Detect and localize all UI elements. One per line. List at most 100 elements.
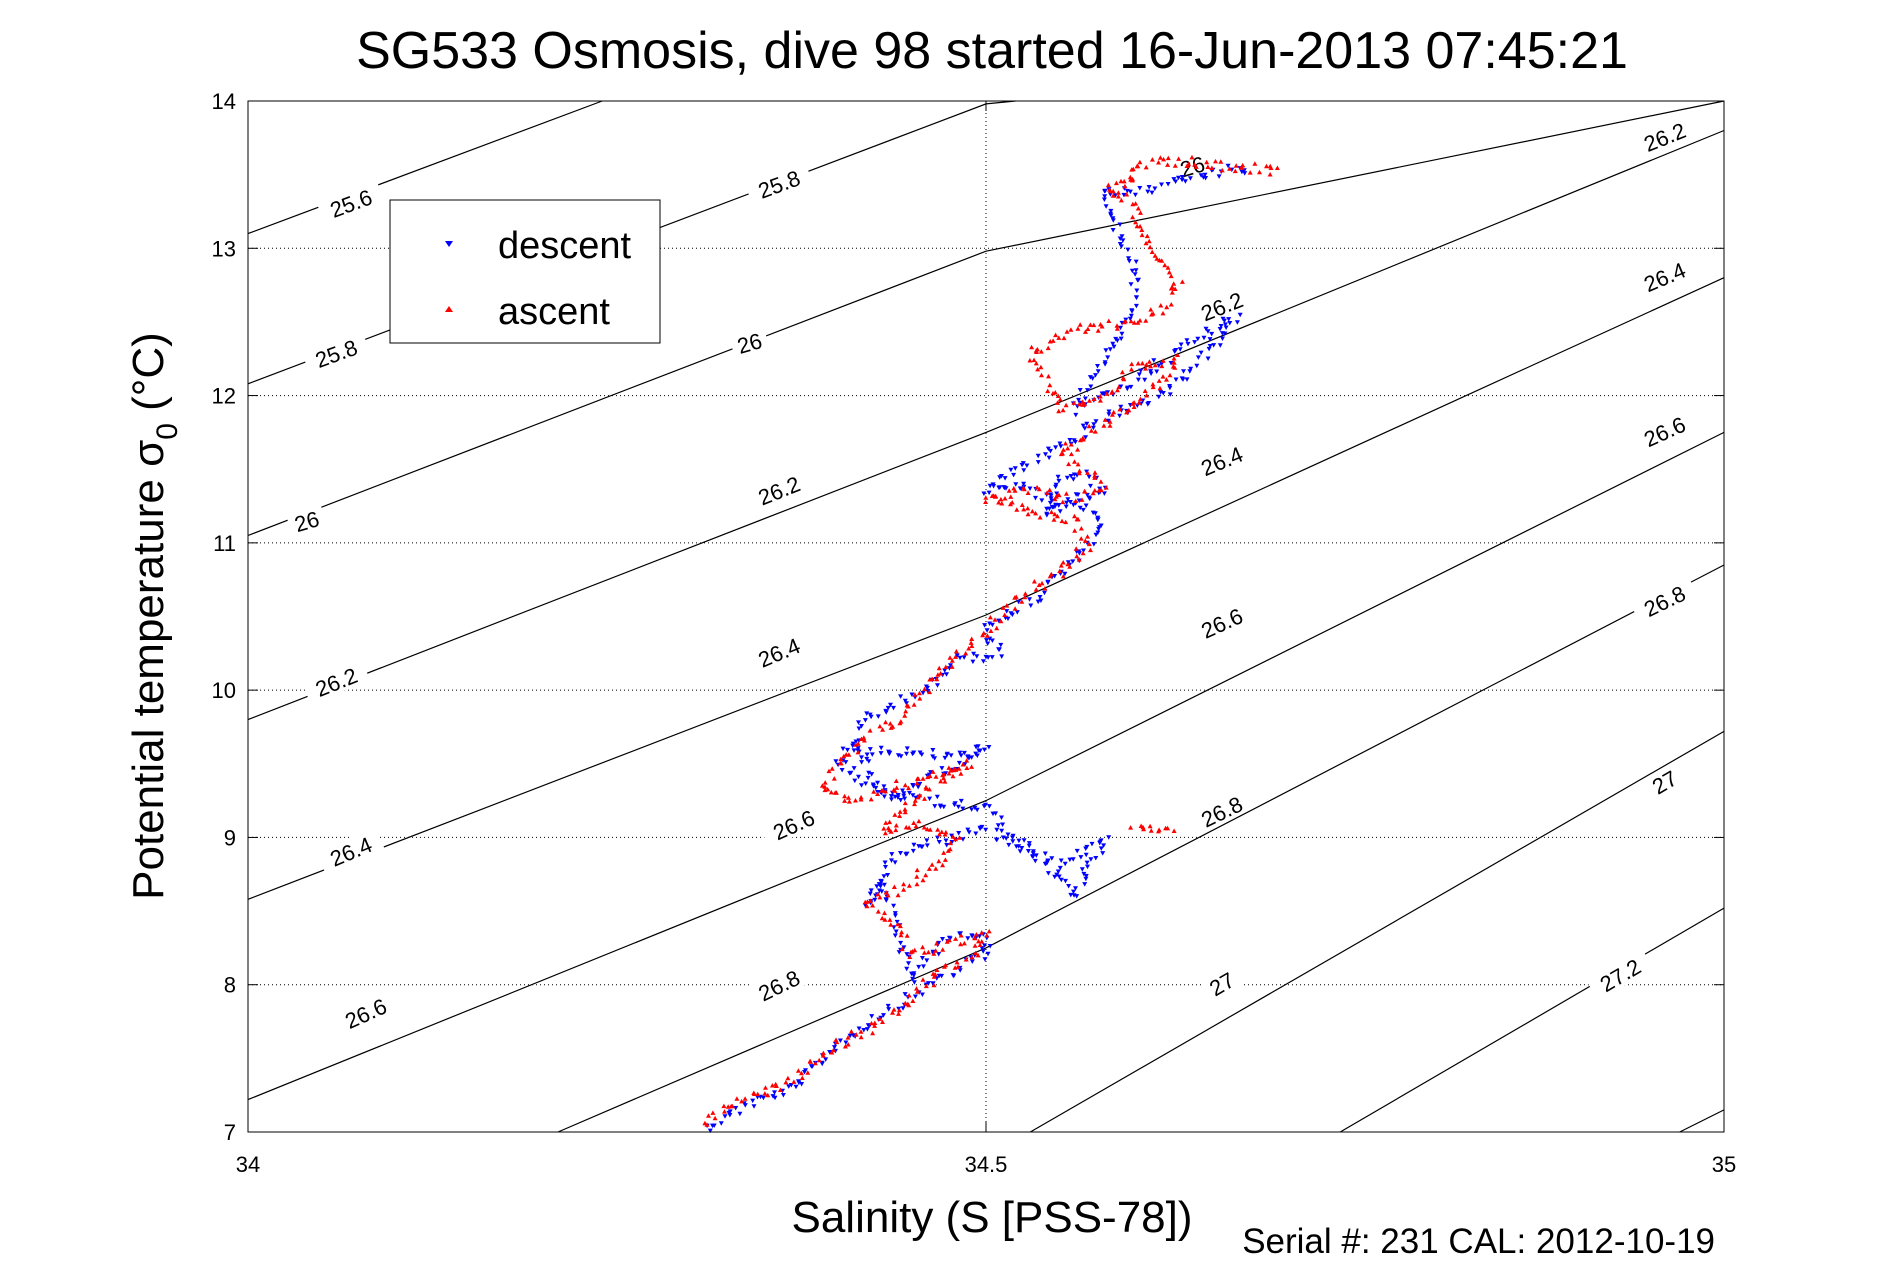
data-point-ascent — [1141, 826, 1147, 832]
data-point-ascent — [964, 758, 970, 763]
contour-label-bg — [1187, 436, 1256, 484]
data-point-descent — [1211, 343, 1217, 348]
data-point-ascent — [891, 1007, 897, 1012]
data-point-ascent — [1034, 346, 1040, 352]
data-point-ascent — [1002, 496, 1008, 501]
data-point-ascent — [957, 835, 962, 840]
data-point-descent — [856, 774, 861, 780]
data-point-descent — [1080, 507, 1086, 513]
data-point-descent — [865, 775, 871, 781]
data-point-descent — [982, 943, 988, 948]
data-point-ascent — [734, 1096, 740, 1101]
data-point-descent — [939, 766, 945, 771]
x-axis-ticks: 34 34.5 35 — [236, 101, 1736, 1177]
data-point-descent — [944, 672, 949, 677]
data-point-ascent — [880, 1019, 885, 1024]
data-point-descent — [958, 931, 963, 936]
data-point-descent — [889, 797, 894, 802]
data-point-descent — [832, 1045, 837, 1050]
data-point-descent — [1014, 610, 1020, 615]
data-point-descent — [1075, 492, 1081, 498]
data-point-descent — [977, 748, 983, 753]
data-point-descent — [1085, 864, 1090, 870]
data-point-ascent — [986, 928, 992, 934]
data-point-descent — [1005, 832, 1011, 837]
data-point-ascent — [1058, 563, 1064, 568]
data-point-ascent — [795, 1068, 801, 1073]
data-point-descent — [1142, 377, 1148, 383]
contour-label: 26.4 — [744, 627, 813, 675]
data-point-descent — [1048, 448, 1053, 454]
data-point-descent — [878, 751, 884, 756]
data-point-ascent — [1148, 828, 1154, 833]
data-point-ascent — [783, 1079, 789, 1085]
contour-label: 25.8 — [301, 330, 371, 375]
data-point-descent — [1167, 392, 1173, 397]
data-point-ascent — [1037, 515, 1043, 520]
data-point-descent — [1099, 391, 1105, 396]
data-point-ascent — [1171, 828, 1177, 833]
data-point-ascent — [948, 840, 953, 846]
data-point-ascent — [1103, 485, 1109, 490]
data-point-ascent — [917, 696, 923, 701]
data-point-descent — [1005, 616, 1011, 622]
data-point-descent — [1129, 309, 1135, 314]
data-point-descent — [990, 811, 996, 817]
data-point-descent — [907, 790, 912, 796]
data-point-ascent — [1104, 391, 1110, 396]
data-point-ascent — [969, 954, 975, 960]
data-point-descent — [919, 956, 925, 961]
data-point-descent — [1066, 884, 1072, 889]
data-point-descent — [868, 888, 874, 893]
data-point-ascent — [966, 646, 972, 651]
data-point-descent — [852, 778, 858, 784]
data-point-descent — [974, 654, 980, 659]
data-point-ascent — [931, 974, 937, 979]
data-point-descent — [1177, 347, 1183, 352]
data-point-ascent — [882, 917, 888, 922]
data-point-ascent — [1186, 161, 1192, 167]
data-point-descent — [1004, 609, 1010, 614]
data-point-ascent — [913, 823, 919, 829]
data-point-descent — [1091, 542, 1097, 547]
data-point-descent — [1042, 590, 1047, 596]
data-point-ascent — [956, 766, 962, 771]
data-point-descent — [881, 874, 887, 879]
y-axis-ticks: 7 8 9 10 11 12 13 14 — [212, 89, 1724, 1145]
data-point-ascent — [894, 785, 900, 790]
data-point-descent — [1151, 358, 1157, 363]
data-point-descent — [1021, 838, 1027, 843]
data-point-ascent — [969, 643, 975, 648]
data-point-descent — [901, 945, 907, 950]
data-point-ascent — [946, 771, 952, 776]
data-point-descent — [1223, 325, 1229, 330]
data-point-ascent — [826, 768, 832, 774]
data-point-ascent — [1063, 402, 1069, 408]
data-point-descent — [1192, 340, 1198, 345]
data-point-descent — [989, 622, 995, 628]
data-point-ascent — [912, 692, 918, 697]
data-point-ascent — [1092, 429, 1098, 434]
data-point-ascent — [1142, 388, 1148, 393]
data-point-descent — [900, 788, 905, 793]
data-point-descent — [919, 992, 925, 997]
contour-label-bg — [744, 627, 813, 675]
data-point-descent — [1148, 369, 1154, 374]
data-point-ascent — [976, 938, 981, 944]
data-point-descent — [1226, 317, 1232, 322]
data-point-ascent — [955, 964, 961, 969]
data-point-ascent — [1152, 253, 1158, 258]
data-point-ascent — [992, 617, 998, 622]
data-point-ascent — [880, 727, 886, 732]
data-point-ascent — [1192, 162, 1198, 167]
data-point-ascent — [935, 672, 941, 677]
data-point-descent — [1071, 893, 1077, 898]
data-point-ascent — [1110, 193, 1116, 198]
data-point-ascent — [1252, 161, 1258, 166]
data-point-ascent — [828, 789, 834, 795]
data-point-ascent — [1080, 402, 1086, 407]
data-point-descent — [786, 1084, 792, 1089]
data-point-descent — [944, 752, 950, 758]
data-point-descent — [982, 623, 988, 628]
data-point-descent — [1100, 851, 1106, 856]
